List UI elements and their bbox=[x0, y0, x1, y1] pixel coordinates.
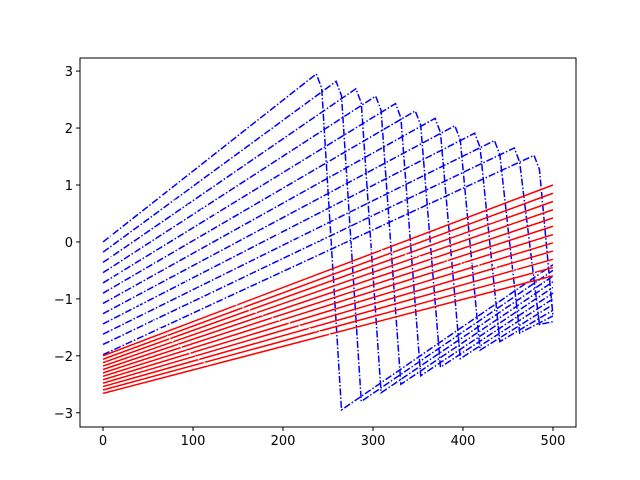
line-series bbox=[147, 189, 554, 276]
line-series bbox=[106, 250, 212, 368]
line-series bbox=[102, 80, 554, 403]
line-series bbox=[102, 258, 554, 388]
line-series bbox=[102, 95, 554, 386]
line-series bbox=[102, 102, 554, 378]
line-series bbox=[102, 266, 554, 391]
x-tick-label: 0 bbox=[99, 434, 107, 449]
y-tick-label: 3 bbox=[65, 65, 73, 80]
line-series bbox=[102, 109, 554, 369]
line-series bbox=[102, 146, 554, 346]
x-tick-label: 200 bbox=[271, 434, 296, 449]
y-tick-label: 0 bbox=[65, 236, 73, 251]
line-series bbox=[102, 209, 554, 367]
y-tick-label: −1 bbox=[54, 293, 73, 308]
line-series bbox=[102, 87, 554, 395]
line-series bbox=[102, 132, 554, 343]
line-series bbox=[107, 232, 331, 336]
y-tick-label: 1 bbox=[65, 179, 73, 194]
x-tick-label: 100 bbox=[181, 434, 206, 449]
x-tick-label: 300 bbox=[361, 434, 386, 449]
line-series bbox=[102, 250, 554, 384]
line-series bbox=[102, 72, 554, 412]
axes-frame bbox=[79, 57, 577, 428]
y-tick-label: 2 bbox=[65, 122, 73, 137]
plot-area bbox=[102, 72, 554, 412]
x-tick-label: 500 bbox=[541, 434, 566, 449]
line-series bbox=[102, 217, 554, 371]
line-series bbox=[102, 275, 554, 395]
y-tick-label: −3 bbox=[54, 407, 73, 422]
line-series bbox=[102, 233, 554, 378]
line-series bbox=[102, 154, 554, 356]
x-tick-label: 400 bbox=[451, 434, 476, 449]
line-series bbox=[102, 117, 554, 360]
line-series bbox=[102, 192, 554, 360]
line-series bbox=[102, 225, 554, 374]
line-series bbox=[102, 184, 554, 357]
line-series bbox=[102, 200, 554, 364]
y-tick-label: −2 bbox=[54, 350, 73, 365]
